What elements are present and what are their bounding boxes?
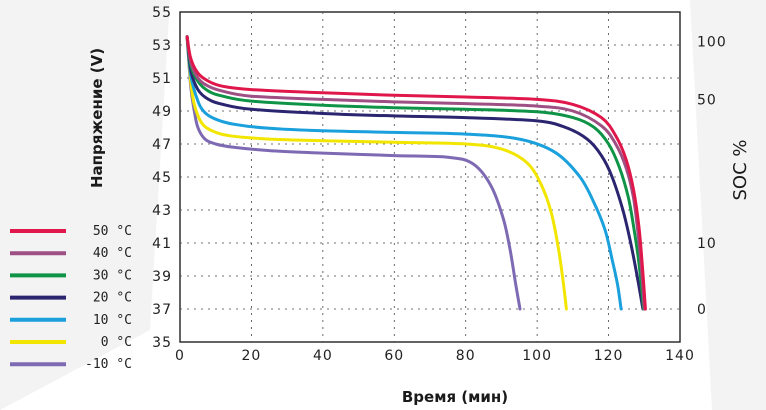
soc-tick-label-100: 100 <box>697 35 727 51</box>
legend-label-40C: 40 °C <box>93 246 132 261</box>
legend-label-50C: 50 °C <box>93 224 132 239</box>
legend-label-10C: 10 °C <box>93 313 132 328</box>
series-line-minus10C <box>185 35 522 311</box>
background-shape-right <box>690 0 766 410</box>
legend-label-0C: 0 °C <box>101 335 132 350</box>
x-tick-label-120: 120 <box>594 348 624 364</box>
x-axis-title: Время (мин) <box>402 388 508 406</box>
plot-area <box>179 11 681 343</box>
y-tick-label-37: 37 <box>152 302 172 318</box>
y-tick-label-39: 39 <box>152 269 172 285</box>
y-tick-label-51: 51 <box>152 71 172 87</box>
series-layer <box>185 35 647 311</box>
series-line-20C <box>185 35 645 311</box>
y-tick-label-49: 49 <box>152 104 172 120</box>
legend-label-20C: 20 °C <box>93 291 132 306</box>
legend: 50 °C 40 °C 30 °C 20 °C 10 °C 0 °C -10 °C <box>10 224 132 372</box>
y-tick-label-41: 41 <box>152 236 172 252</box>
legend-label-minus10C: -10 °C <box>85 357 132 372</box>
background-shape-left <box>0 0 170 410</box>
x-tick-label-140: 140 <box>665 348 695 364</box>
series-line-30C <box>185 35 646 311</box>
y-tick-label-45: 45 <box>152 170 172 186</box>
x-tick-label-0: 0 <box>175 348 185 364</box>
y-tick-labels: 35 37 39 41 43 45 47 49 51 53 55 <box>152 5 172 351</box>
y-tick-label-53: 53 <box>152 38 172 54</box>
x-tick-label-60: 60 <box>384 348 404 364</box>
x-tick-label-40: 40 <box>313 348 333 364</box>
soc-tick-label-10: 10 <box>697 236 717 252</box>
series-line-0C <box>185 35 568 311</box>
x-tick-label-20: 20 <box>242 348 262 364</box>
y-tick-label-47: 47 <box>152 137 172 153</box>
y-tick-label-35: 35 <box>152 335 172 351</box>
soc-tick-label-50: 50 <box>697 92 717 108</box>
x-tick-label-80: 80 <box>456 348 476 364</box>
soc-tick-label-0: 0 <box>697 302 707 318</box>
x-tick-labels: 0 20 40 60 80 100 120 140 <box>175 348 695 364</box>
series-line-50C <box>185 35 647 311</box>
y-axis-title: Напряжение (V) <box>88 48 106 188</box>
soc-axis-title: SOC % <box>730 140 751 201</box>
y-tick-label-55: 55 <box>152 5 172 21</box>
x-tick-label-100: 100 <box>522 348 552 364</box>
series-line-10C <box>185 35 623 311</box>
legend-label-30C: 30 °C <box>93 268 132 283</box>
y-tick-label-43: 43 <box>152 203 172 219</box>
